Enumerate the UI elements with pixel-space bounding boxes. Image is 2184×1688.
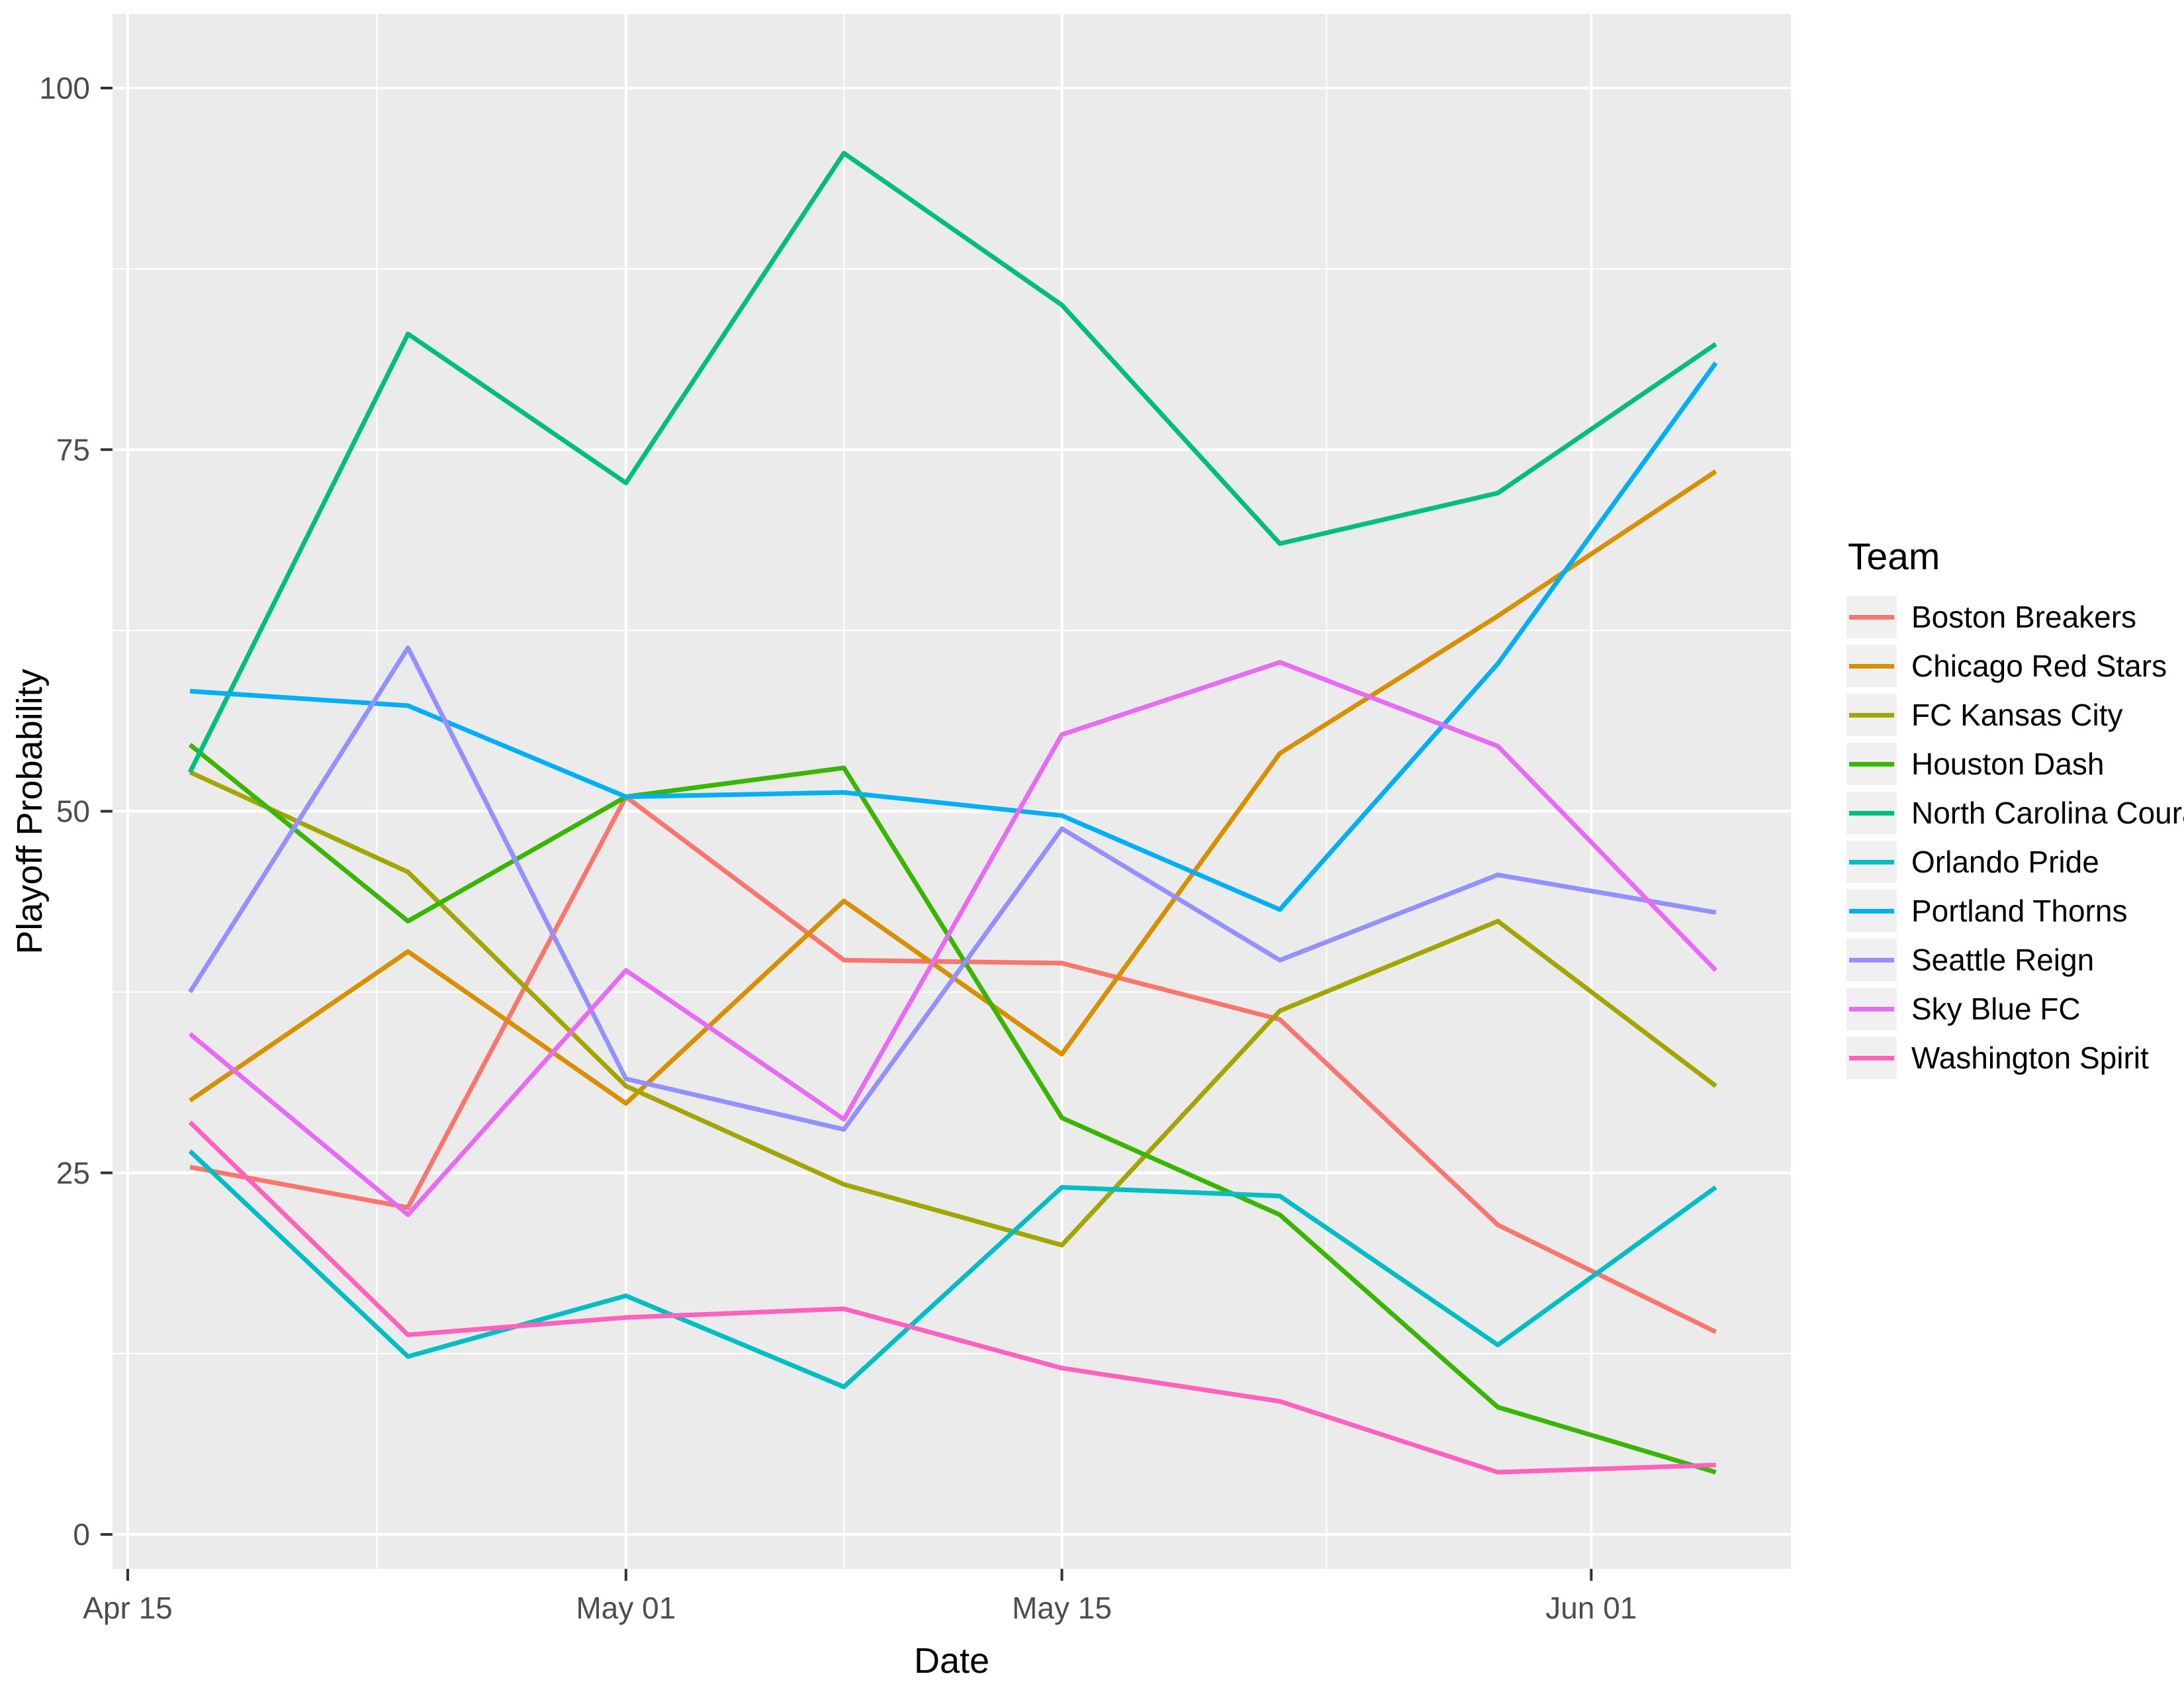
legend-key-swatch [1846,645,1897,687]
series-line-sky-blue-fc [188,659,1718,1217]
legend-item-label: Boston Breakers [1911,600,2137,634]
y-tick-label: 25 [56,1156,90,1190]
x-tick-label: Apr 15 [83,1591,173,1625]
legend-key-line-icon [1849,1056,1894,1060]
series-line-north-carolina-courage [187,150,1717,774]
series-line-boston-breakers [189,794,1717,1335]
x-tick-label: May 01 [576,1591,676,1625]
legend-item-portland-thorns: Portland Thorns [1846,890,2184,932]
legend-items: Boston Breakers Chicago Red Stars FC Kansa… [1846,596,2184,1079]
legend-item-washington-spirit: Washington Spirit [1846,1037,2184,1079]
legend-key-swatch [1846,596,1897,638]
legend-item-label: Chicago Red Stars [1911,649,2167,683]
legend-item-orlando-pride: Orlando Pride [1846,841,2184,883]
y-axis-title: Playoff Probability [10,669,50,955]
legend-key-line-icon [1849,958,1894,962]
legend-item-sky-blue-fc: Sky Blue FC [1846,988,2184,1030]
y-tick-label: 50 [56,794,90,829]
legend-item-label: North Carolina Courage [1911,796,2184,830]
legend-title: Team [1848,536,1940,578]
legend-key-line-icon [1849,811,1894,816]
x-axis-title: Date [913,1641,990,1681]
legend-item-north-carolina-courage: North Carolina Courage [1846,792,2184,834]
x-tick-label: Jun 01 [1545,1591,1637,1625]
y-tick-label: 0 [73,1517,90,1552]
legend-item-label: Sky Blue FC [1911,992,2081,1026]
legend-key-line-icon [1849,713,1894,718]
legend-key-line-icon [1849,1007,1894,1011]
legend-item-label: Washington Spirit [1911,1041,2149,1075]
series-line-fc-kansas-city [189,770,1717,1248]
legend-key-swatch [1846,792,1897,834]
legend-item-fc-kansas-city: FC Kansas City [1846,694,2184,736]
legend-key-line-icon [1849,909,1894,914]
legend-item-boston-breakers: Boston Breakers [1846,596,2184,638]
legend-item-chicago-red-stars: Chicago Red Stars [1846,645,2184,687]
legend-key-swatch [1846,890,1897,932]
legend-key-line-icon [1849,615,1894,620]
legend-key-line-icon [1849,762,1894,767]
legend-key-swatch [1846,988,1897,1030]
legend-item-label: FC Kansas City [1911,698,2123,732]
legend-item-label: Orlando Pride [1911,845,2099,879]
legend-key-swatch [1846,841,1897,883]
legend-key-swatch [1846,743,1897,785]
legend-item-label: Houston Dash [1911,747,2105,781]
legend-item-houston-dash: Houston Dash [1846,743,2184,785]
legend-key-swatch [1846,694,1897,736]
plot-panel [113,14,1791,1569]
legend-item-label: Portland Thorns [1911,894,2128,928]
legend-item-label: Seattle Reign [1911,943,2095,977]
series-line-houston-dash [188,743,1717,1475]
legend-key-swatch [1846,1037,1897,1079]
x-tick-label: May 15 [1012,1591,1112,1625]
legend-item-seattle-reign: Seattle Reign [1846,939,2184,981]
y-tick-label: 100 [39,71,90,105]
y-tick-label: 75 [56,432,90,467]
series-line-washington-spirit [188,1120,1716,1475]
legend: Team Boston Breakers Chicago Red Stars FC … [1846,535,2184,1086]
legend-key-swatch [1846,939,1897,981]
series-line-seattle-reign [188,645,1717,1132]
legend-key-line-icon [1849,860,1894,865]
legend-key-line-icon [1849,664,1894,669]
series-line-orlando-pride [188,1149,1717,1389]
